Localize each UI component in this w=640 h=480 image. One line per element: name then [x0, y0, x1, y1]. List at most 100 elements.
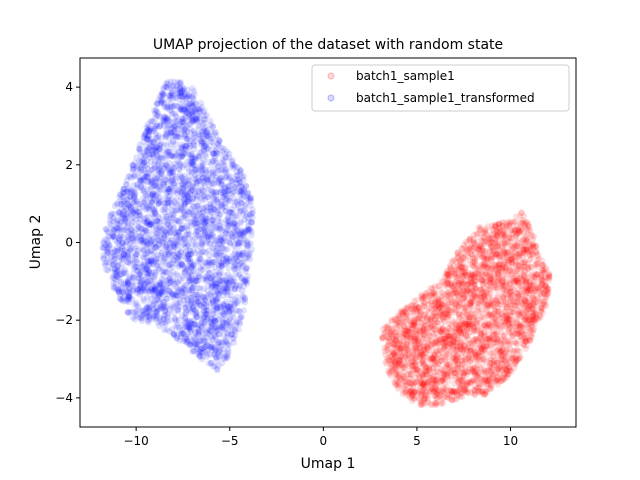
- data-point: [521, 263, 529, 271]
- data-point: [493, 338, 501, 346]
- data-point: [494, 232, 501, 239]
- data-point: [231, 264, 238, 271]
- data-point: [491, 315, 498, 322]
- data-point: [449, 396, 456, 403]
- data-point: [522, 239, 529, 247]
- data-point: [408, 301, 416, 309]
- data-point: [403, 311, 410, 318]
- data-point: [478, 276, 485, 283]
- data-point: [394, 341, 401, 348]
- data-point: [519, 328, 526, 335]
- data-point: [496, 228, 503, 235]
- data-point: [414, 366, 421, 374]
- data-point: [525, 251, 532, 258]
- data-point: [452, 355, 460, 362]
- data-point: [532, 310, 540, 318]
- data-point: [448, 367, 455, 374]
- data-point: [463, 388, 471, 395]
- data-point: [224, 246, 231, 253]
- data-point: [470, 326, 478, 334]
- data-point: [394, 362, 402, 369]
- data-point: [401, 324, 409, 331]
- data-point: [499, 375, 506, 382]
- data-point: [509, 355, 517, 362]
- data-point: [489, 328, 497, 336]
- data-point: [477, 242, 484, 249]
- data-point: [462, 345, 469, 352]
- data-point: [395, 340, 403, 348]
- data-point: [495, 220, 502, 227]
- data-point: [464, 280, 471, 288]
- data-point: [532, 316, 540, 323]
- data-point: [479, 281, 486, 288]
- data-point: [406, 389, 413, 397]
- data-point: [460, 328, 468, 335]
- data-point: [514, 330, 522, 338]
- data-point: [522, 246, 529, 253]
- data-point: [533, 260, 540, 268]
- data-point: [495, 337, 502, 344]
- data-point: [497, 301, 504, 308]
- data-point: [424, 346, 431, 353]
- data-point: [411, 361, 419, 368]
- data-point: [454, 360, 461, 368]
- data-point: [480, 290, 488, 298]
- data-point: [494, 304, 501, 312]
- data-point: [463, 333, 471, 341]
- data-point: [503, 318, 511, 325]
- data-point: [411, 380, 418, 387]
- data-point: [544, 290, 551, 298]
- data-point: [394, 373, 401, 380]
- data-point: [408, 380, 415, 387]
- data-point: [454, 254, 461, 261]
- data-point: [479, 277, 486, 284]
- data-point: [427, 373, 434, 380]
- data-point: [496, 345, 503, 352]
- data-point: [393, 343, 401, 351]
- data-point: [484, 322, 491, 329]
- data-point: [505, 328, 512, 336]
- data-point: [527, 303, 534, 310]
- data-point: [520, 229, 528, 237]
- data-point: [430, 373, 437, 380]
- data-point: [472, 283, 479, 291]
- data-point: [416, 388, 424, 395]
- data-point: [512, 227, 520, 234]
- data-point: [431, 388, 438, 395]
- data-point: [501, 336, 509, 343]
- data-point: [531, 274, 538, 281]
- data-point: [461, 356, 469, 363]
- data-point: [438, 303, 445, 310]
- data-point: [429, 355, 436, 362]
- data-point: [478, 243, 485, 250]
- data-point: [495, 261, 503, 268]
- data-point: [427, 369, 434, 377]
- data-point: [488, 279, 495, 286]
- data-point: [420, 357, 427, 364]
- data-point: [396, 337, 403, 345]
- data-point: [532, 274, 540, 281]
- data-point: [464, 368, 471, 376]
- data-point: [467, 339, 474, 346]
- data-point: [448, 346, 455, 353]
- data-point: [477, 252, 484, 259]
- data-point: [508, 218, 515, 225]
- data-point: [426, 388, 433, 396]
- data-point: [483, 270, 490, 278]
- data-point: [420, 367, 427, 374]
- data-point: [458, 265, 465, 272]
- data-point: [495, 268, 503, 275]
- data-point: [491, 309, 498, 317]
- data-point: [462, 351, 470, 359]
- data-point: [423, 344, 431, 351]
- data-point: [464, 250, 471, 257]
- data-point: [503, 222, 511, 230]
- data-point: [461, 244, 468, 251]
- data-point: [512, 261, 519, 268]
- data-point: [431, 313, 438, 320]
- data-point: [516, 322, 523, 329]
- data-point: [436, 309, 444, 317]
- data-point: [478, 336, 485, 344]
- data-point: [540, 284, 547, 292]
- data-point: [498, 273, 506, 280]
